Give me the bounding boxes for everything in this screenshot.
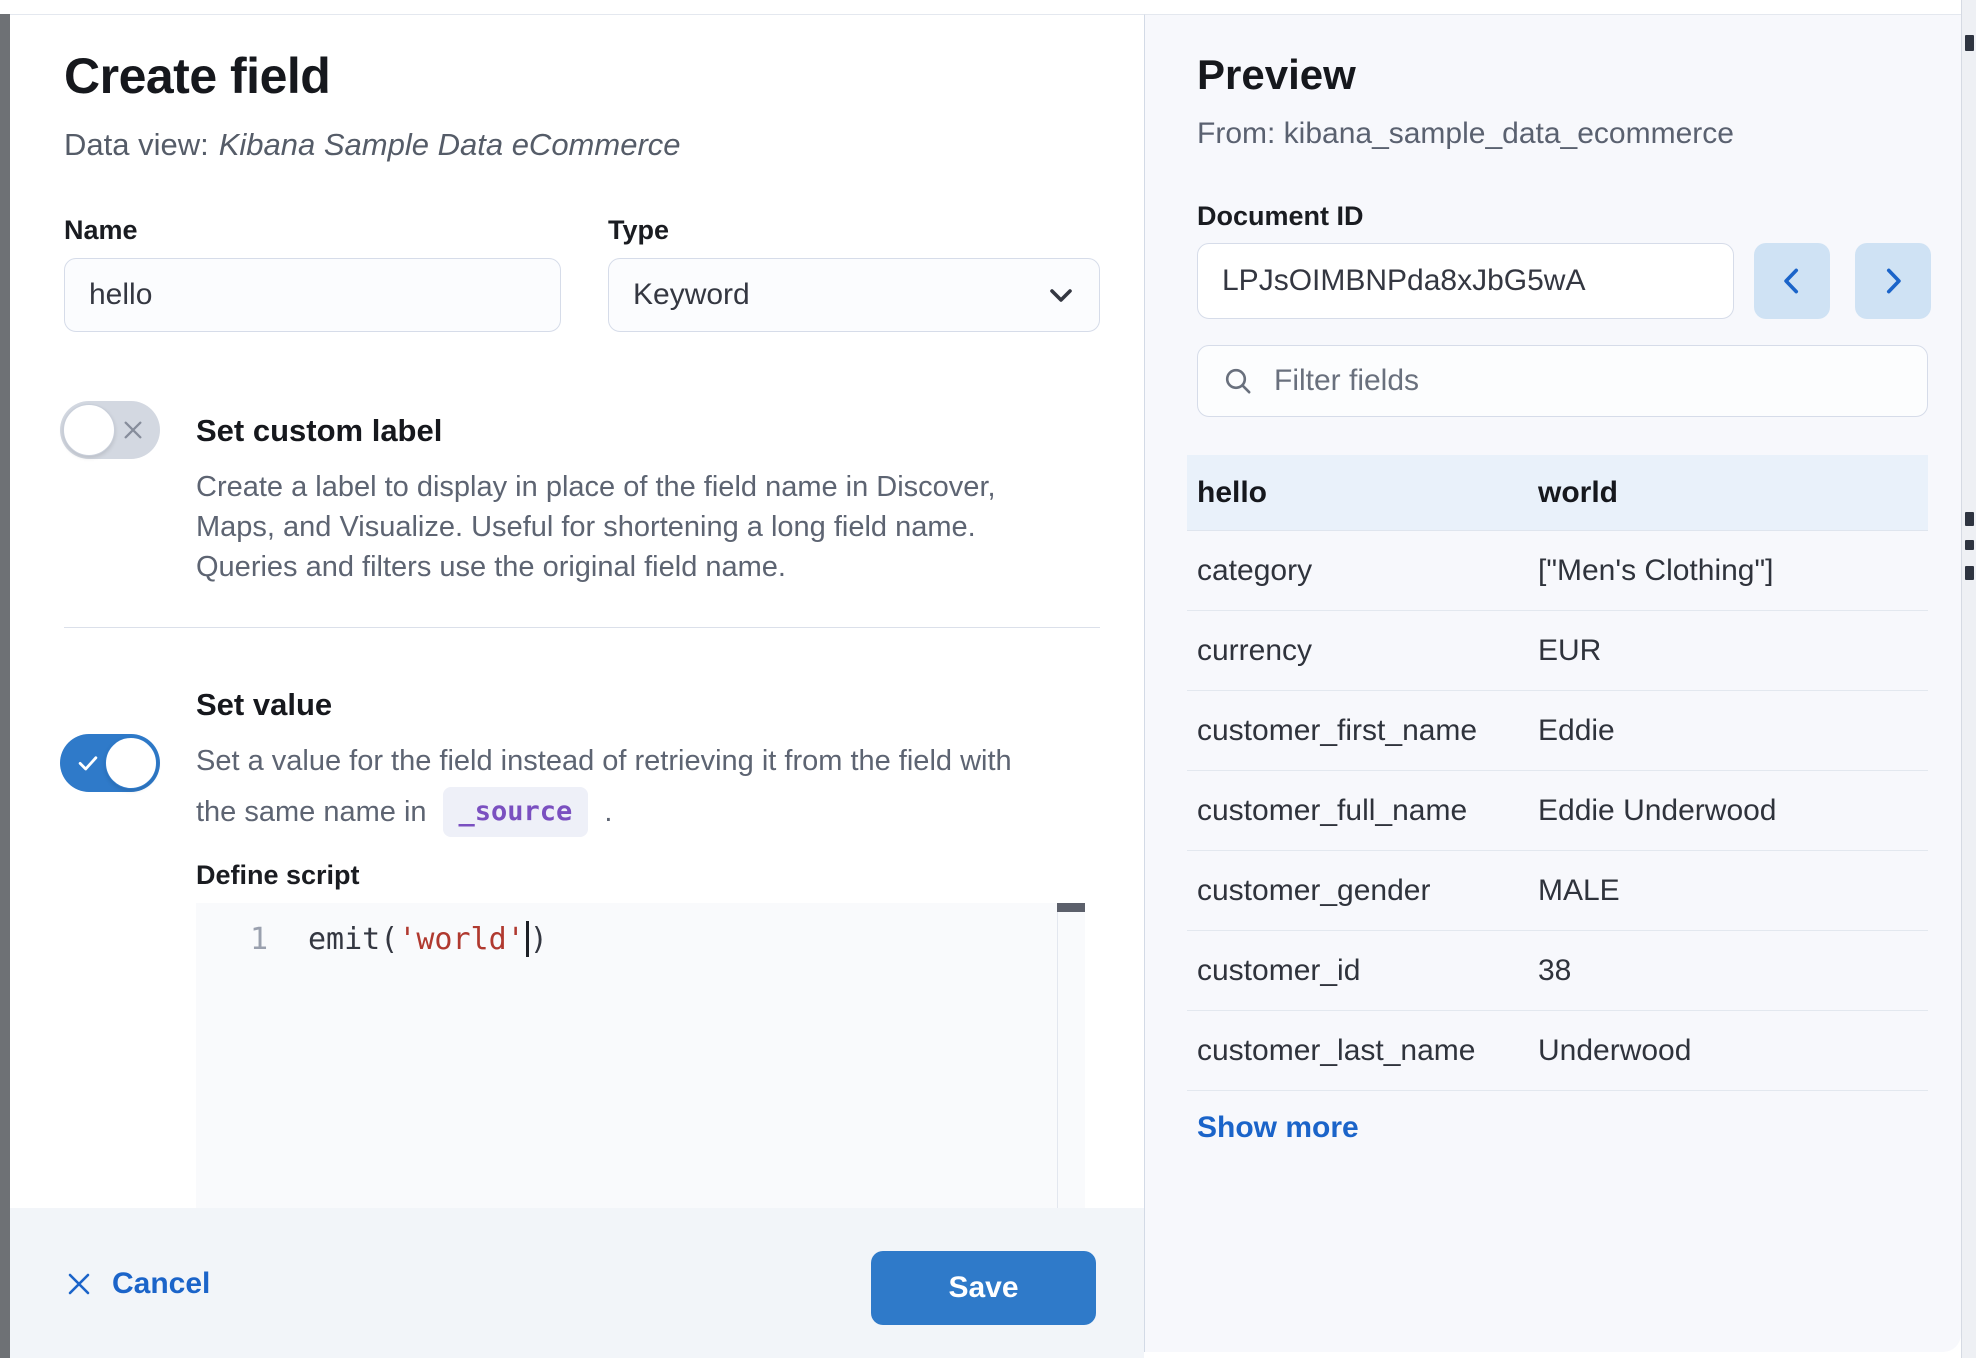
next-document-button[interactable] [1855, 243, 1931, 319]
name-label: Name [64, 215, 138, 245]
section-divider [64, 627, 1100, 628]
custom-label-description: Create a label to display in place of th… [196, 467, 1096, 587]
close-icon [64, 1269, 94, 1299]
table-row[interactable]: customer_full_name Eddie Underwood [1187, 771, 1928, 851]
script-editor[interactable]: 1 emit('world') [196, 903, 1085, 1208]
field-value-cell: Eddie [1538, 713, 1615, 747]
code-token-close: ) [529, 921, 548, 957]
preview-table: hello world category ["Men's Clothing"] … [1187, 455, 1928, 1091]
table-row[interactable]: customer_last_name Underwood [1187, 1011, 1928, 1091]
document-id-label: Document ID [1197, 201, 1364, 231]
type-select[interactable]: Keyword [608, 258, 1100, 332]
type-select-value: Keyword [633, 278, 750, 311]
scrollbar-mark [1965, 540, 1974, 550]
custom-label-desc-line: Queries and filters use the original fie… [196, 551, 786, 583]
set-value-desc-line2: the same name in _source . [196, 787, 612, 837]
show-more-link[interactable]: Show more [1197, 1111, 1359, 1144]
preview-from-line: From: kibana_sample_data_ecommerce [1197, 117, 1734, 150]
scrollbar-mark [1965, 566, 1974, 580]
editor-overview-ruler[interactable] [1057, 903, 1085, 1208]
filter-fields-box [1197, 345, 1928, 417]
scrollbar-mark [1965, 35, 1974, 51]
field-name-cell: customer_last_name [1197, 1033, 1476, 1067]
table-row[interactable]: category ["Men's Clothing"] [1187, 531, 1928, 611]
table-row[interactable]: customer_gender MALE [1187, 851, 1928, 931]
type-label: Type [608, 215, 670, 245]
data-view-prefix: Data view: [64, 127, 209, 162]
editor-cursor-mark [1057, 903, 1085, 912]
scrollbar-mark [1965, 512, 1974, 526]
chevron-down-icon [1045, 279, 1077, 311]
set-value-desc-suffix: . [604, 796, 613, 828]
save-button[interactable]: Save [871, 1251, 1096, 1325]
field-value-cell: ["Men's Clothing"] [1538, 553, 1774, 587]
flyout-footer: Cancel Save [10, 1208, 1144, 1358]
field-name-cell: category [1197, 553, 1313, 587]
custom-label-toggle[interactable] [60, 401, 160, 459]
data-view-subtitle: Data view: Kibana Sample Data eCommerce [64, 127, 681, 163]
line-number: 1 [249, 921, 268, 957]
document-id-input-wrap [1197, 243, 1734, 319]
filter-fields-input[interactable] [1274, 364, 1907, 398]
set-value-desc-prefix: the same name in [196, 796, 427, 828]
page-scrollbar[interactable] [1961, 0, 1976, 1358]
toggle-off-x-icon [120, 417, 146, 443]
custom-label-desc-line: Create a label to display in place of th… [196, 471, 996, 503]
custom-label-title: Set custom label [196, 413, 443, 448]
preview-panel: Preview From: kibana_sample_data_ecommer… [1144, 14, 1961, 1352]
table-row[interactable]: currency EUR [1187, 611, 1928, 691]
data-view-name: Kibana Sample Data eCommerce [218, 127, 681, 162]
set-value-toggle[interactable] [60, 734, 160, 792]
create-field-panel: Create field Data view: Kibana Sample Dat… [10, 14, 1144, 1358]
field-value-cell: Eddie Underwood [1538, 793, 1777, 827]
field-value-cell: 38 [1538, 953, 1572, 987]
field-value-cell: Underwood [1538, 1033, 1692, 1067]
set-value-desc-line1: Set a value for the field instead of ret… [196, 745, 1012, 777]
table-row[interactable]: customer_id 38 [1187, 931, 1928, 1011]
field-name-cell: customer_gender [1197, 873, 1431, 907]
top-band [0, 0, 1961, 14]
name-input[interactable] [65, 259, 560, 331]
custom-label-desc-line: Maps, and Visualize. Useful for shorteni… [196, 511, 976, 543]
preview-table-header-row[interactable]: hello world [1187, 455, 1928, 531]
name-input-wrap [64, 258, 561, 332]
field-value-cell: EUR [1538, 633, 1602, 667]
code-line-1[interactable]: 1 emit('world') [196, 903, 1085, 957]
document-id-input[interactable] [1198, 244, 1733, 318]
cancel-label: Cancel [112, 1266, 211, 1300]
toggle-knob [63, 404, 115, 456]
page-title: Create field [64, 48, 331, 104]
text-cursor [525, 921, 529, 957]
code-token-string: 'world' [398, 921, 525, 957]
toggle-on-check-icon [74, 749, 102, 777]
cancel-button[interactable]: Cancel [64, 1208, 210, 1358]
toggle-knob [105, 737, 157, 789]
previous-document-button[interactable] [1754, 243, 1830, 319]
page-left-edge [0, 14, 10, 1358]
code-token-fn: emit( [308, 921, 399, 957]
field-name-cell: customer_id [1197, 953, 1361, 987]
chevron-right-icon [1876, 264, 1910, 298]
field-name-cell: customer_full_name [1197, 793, 1468, 827]
define-script-label: Define script [196, 860, 360, 890]
search-icon [1222, 365, 1254, 397]
preview-title: Preview [1197, 51, 1356, 98]
field-name-cell: customer_first_name [1197, 713, 1478, 747]
field-name-cell: currency [1197, 633, 1313, 667]
source-code-chip: _source [442, 787, 589, 837]
save-label: Save [948, 1271, 1019, 1304]
header-field-cell: hello [1197, 475, 1268, 509]
table-row[interactable]: customer_first_name Eddie [1187, 691, 1928, 771]
header-value-cell: world [1538, 475, 1618, 509]
set-value-title: Set value [196, 687, 333, 722]
field-value-cell: MALE [1538, 873, 1620, 907]
chevron-left-icon [1775, 264, 1809, 298]
